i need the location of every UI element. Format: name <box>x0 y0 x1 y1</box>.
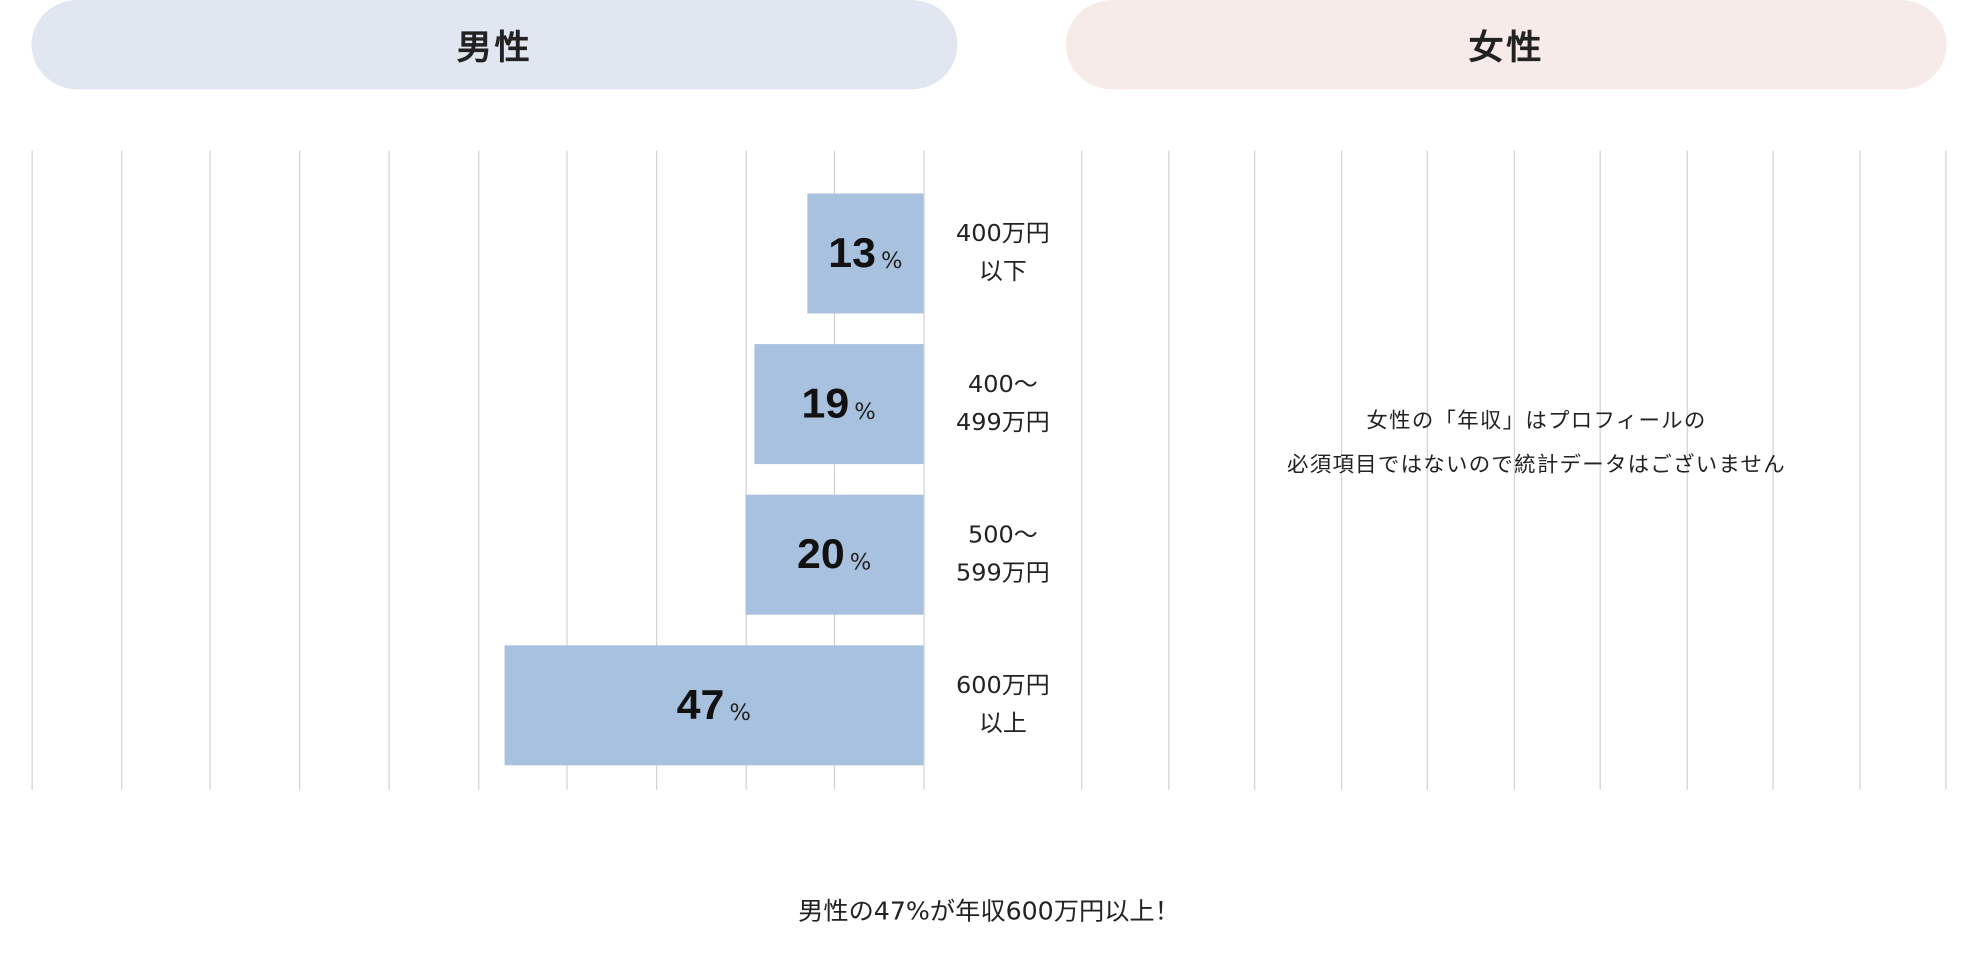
category-label-line: 400万円 <box>956 220 1050 248</box>
male-gridline <box>31 150 33 790</box>
male-gridline <box>923 150 925 790</box>
category-label-line: 600万円 <box>956 672 1050 700</box>
category-label-line: 500〜 <box>968 521 1038 549</box>
male-gridline <box>299 150 301 790</box>
female-gridline <box>1858 150 1861 790</box>
female-gridline <box>1599 150 1601 790</box>
male-header: 男性 <box>31 0 958 90</box>
category-label-line: 499万円 <box>956 408 1050 436</box>
female-gridline <box>1081 150 1083 790</box>
female-gridline <box>1945 150 1947 790</box>
male-gridline <box>566 150 568 790</box>
bar-value-label: 47 <box>676 681 725 728</box>
female-message-line: 女性の「年収」はプロフィールの <box>1366 408 1707 434</box>
female-header: 女性 <box>1065 0 1947 90</box>
female-gridline <box>1426 150 1429 790</box>
chart-caption: 男性の47%が年収600万円以上！ <box>798 896 1180 926</box>
bar-unit-label: % <box>881 247 903 274</box>
female-gridline <box>1253 150 1256 790</box>
female-gridline <box>1167 150 1169 790</box>
female-gridline <box>1685 150 1688 790</box>
category-label: 600万円以上 <box>949 667 1057 743</box>
female-gridline <box>1513 150 1515 790</box>
male-gridline <box>834 150 836 790</box>
category-label-line: 以上 <box>978 710 1027 738</box>
category-label: 400万円以下 <box>949 216 1057 292</box>
bar-0: 13% <box>807 193 924 314</box>
bar-2: 20% <box>745 494 924 615</box>
category-label: 500〜 599万円 <box>949 517 1057 593</box>
male-gridline <box>120 150 122 790</box>
category-label-line: 400〜 <box>968 371 1038 398</box>
bar-unit-label: % <box>854 398 876 425</box>
female-gridline <box>1772 150 1774 790</box>
bar-value-label: 20 <box>797 530 845 578</box>
bar-unit-label: % <box>849 549 872 575</box>
male-gridline <box>477 150 479 790</box>
female-gridline <box>1340 150 1342 790</box>
male-gridline <box>388 150 390 790</box>
bar-1: 19% <box>753 344 924 465</box>
male-gridline <box>745 150 747 790</box>
female-message-line: 必須項目ではないので統計データはございません <box>1287 453 1786 478</box>
bar-3: 47% <box>504 645 924 766</box>
bar-value-label: 13 <box>828 229 876 277</box>
male-gridline <box>209 150 212 790</box>
category-label: 400〜 499万円 <box>949 366 1057 442</box>
bar-value-label: 19 <box>801 380 850 427</box>
category-label-line: 599万円 <box>956 559 1050 587</box>
bar-unit-label: % <box>729 699 751 726</box>
male-gridline <box>655 150 658 790</box>
category-label-line: 以下 <box>978 258 1027 286</box>
female-no-data-message: 女性の「年収」はプロフィールの 必須項目ではないので統計データはございません <box>1135 399 1937 487</box>
